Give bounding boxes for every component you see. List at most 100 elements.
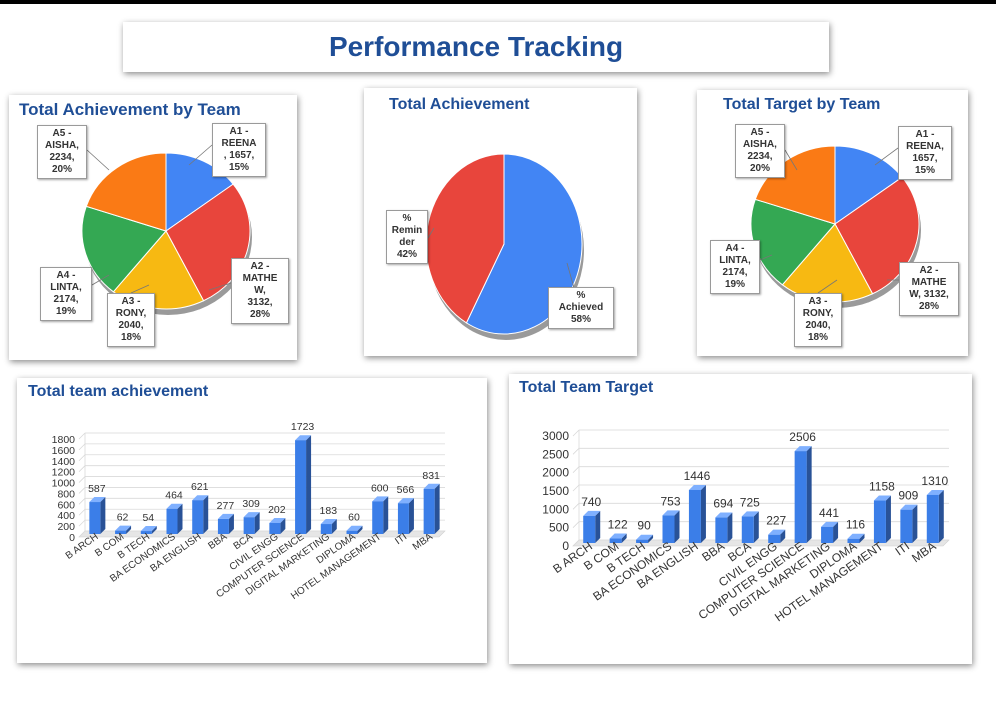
- pie-data-label-line: 15%: [228, 162, 249, 173]
- leader-line: [874, 147, 899, 166]
- y-tick-label: 1400: [52, 456, 76, 468]
- y-tick-label: 0: [562, 539, 569, 553]
- leader-line: [784, 149, 798, 171]
- bar-value-label: 621: [191, 481, 209, 493]
- pie-data-label-line: 28%: [249, 309, 270, 320]
- bar-civil-engg: [768, 529, 786, 543]
- bar-hotel-management: [873, 495, 891, 543]
- bar-value-label: 587: [88, 483, 106, 495]
- y-tick-label: 1000: [542, 502, 569, 516]
- bar-hotel-management: [372, 496, 389, 534]
- leader-line: [427, 227, 435, 239]
- bar-mba: [423, 483, 440, 534]
- bar-value-label: 1158: [869, 480, 895, 494]
- pie-data-label-line: 2234,: [49, 152, 75, 163]
- pie-data-label-line: 1657,: [912, 153, 938, 164]
- gridline-depth: [78, 454, 86, 462]
- pie-data-label-line: 58%: [570, 314, 591, 325]
- bar-value-label: 202: [268, 504, 286, 516]
- pie-data-label-line: der: [399, 237, 415, 248]
- pie-data-label: A2 - MATHE W, 3132, 28%: [231, 258, 289, 324]
- y-tick-label: 0: [69, 532, 75, 544]
- bar-value-label: 183: [320, 505, 338, 517]
- bar-value-label: 122: [608, 518, 628, 532]
- pie-data-label-line: AISHA,: [743, 139, 777, 150]
- y-tick-label: 3000: [542, 429, 569, 443]
- pie-data-label: % Achieved 58%: [548, 287, 614, 329]
- team-achievement-pie-card: Total Achievement by Team A1 - REENA, 165…: [9, 95, 297, 360]
- y-tick-label: 1000: [52, 478, 76, 490]
- y-tick-label: 2000: [542, 466, 569, 480]
- chart-title: Total Target by Team: [723, 96, 881, 113]
- bar-value-label: 1446: [684, 469, 711, 483]
- pie-slice-2: [425, 153, 505, 324]
- bar-bba: [715, 512, 733, 543]
- pie-data-label-line: 18%: [807, 332, 828, 343]
- pie-data-label-line: 28%: [918, 301, 939, 312]
- pie-data-label-line: 15%: [914, 165, 935, 176]
- team-achievement-bar-card: Total team achievement 0 200 400 600 800 1000…: [17, 378, 487, 663]
- bar-value-label: 90: [637, 519, 651, 533]
- bar-b-tech: [140, 526, 157, 534]
- pie-data-label-line: W, 3132,: [909, 289, 949, 300]
- bar-value-label: 2506: [789, 430, 816, 444]
- pie-data-label-line: 42%: [396, 249, 417, 260]
- pie-data-label-line: A4 -: [725, 243, 745, 254]
- bar-b-com: [115, 525, 132, 534]
- pie-data-label-line: A3 -: [808, 296, 828, 307]
- gridline-depth: [78, 432, 86, 440]
- bar-value-label: 909: [898, 489, 918, 503]
- leader-line: [86, 149, 110, 171]
- chart-title: Total Team Target: [519, 379, 654, 396]
- leader-line: [817, 279, 838, 294]
- x-category-label: ITI: [393, 531, 409, 547]
- pie-slice-2: [165, 183, 251, 302]
- bar-value-label: 60: [348, 512, 360, 524]
- pie-data-label: A1 - REENA, 1657, 15%: [898, 126, 952, 180]
- y-tick-label: 500: [549, 521, 569, 535]
- bar-bca: [741, 511, 759, 543]
- y-tick-label: 200: [57, 521, 75, 533]
- bar-b-arch: [583, 510, 601, 543]
- pie-data-label-line: A5 -: [750, 127, 770, 138]
- chart-title: Total Achievement: [389, 96, 530, 113]
- bar-value-label: 740: [581, 495, 601, 509]
- pie-data-label: A3 - RONY, 2040, 18%: [794, 293, 842, 347]
- leader-line: [91, 274, 110, 286]
- bar-ba-economics: [662, 510, 680, 543]
- bar-iti: [900, 504, 918, 543]
- gridline-depth: [572, 484, 580, 492]
- leader-line: [208, 282, 232, 291]
- gridline-depth: [78, 519, 86, 527]
- bar-value-label: 277: [217, 500, 235, 512]
- bar-value-label: 441: [819, 506, 839, 520]
- pie-data-label-line: 2174,: [53, 294, 79, 305]
- pie-data-label: % Remin der 42%: [386, 210, 428, 264]
- gridline-depth: [572, 539, 580, 547]
- bar-value-label: 725: [740, 495, 760, 509]
- leader-line: [566, 262, 575, 289]
- pie-data-label-line: 2174,: [722, 267, 748, 278]
- chart-title: Total team achievement: [28, 383, 209, 400]
- bar-ba-english: [688, 484, 706, 543]
- pie-data-label-line: 20%: [51, 164, 72, 175]
- bar-bba: [217, 513, 234, 534]
- pie-data-label-line: A5 -: [52, 128, 72, 139]
- gridline-depth: [572, 466, 580, 473]
- bar-bca: [243, 512, 260, 534]
- bar-value-label: 54: [142, 512, 154, 524]
- pie-data-label: A4 - LINTA, 2174, 19%: [710, 240, 760, 294]
- pie-data-label-line: 2040,: [118, 320, 144, 331]
- pie-data-label-line: RONY,: [802, 308, 834, 319]
- pie-data-label-line: MATHE: [911, 277, 947, 288]
- bar-civil-engg: [269, 518, 286, 534]
- pie-data-label-line: REENA: [221, 138, 257, 149]
- pie-data-label-line: Remin: [391, 225, 423, 236]
- pie-data-label-line: 2234,: [747, 151, 773, 162]
- pie-data-label: A4 - LINTA, 2174, 19%: [40, 267, 92, 321]
- gridline-depth: [78, 465, 86, 472]
- pie-data-label-line: REENA,: [906, 141, 944, 152]
- pie-data-label-line: RONY,: [115, 308, 147, 319]
- bar-diploma: [847, 533, 865, 543]
